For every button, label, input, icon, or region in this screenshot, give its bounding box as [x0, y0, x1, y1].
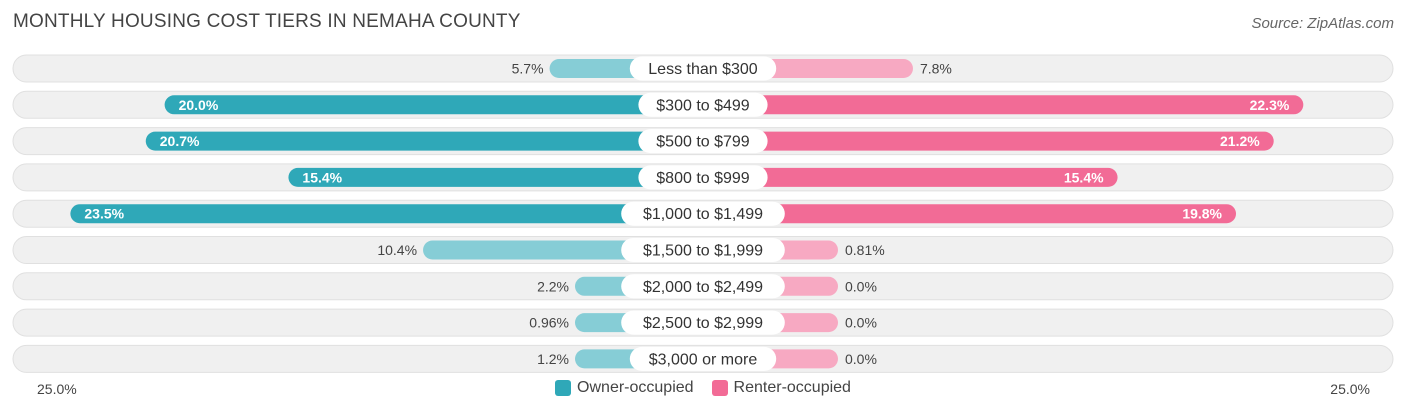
category-pill	[638, 92, 768, 117]
value-label-owner: 0.96%	[529, 315, 569, 331]
axis-label-right: 25.0%	[1330, 381, 1370, 397]
value-label-renter: 7.8%	[920, 61, 952, 77]
value-label-renter: 0.0%	[845, 315, 877, 331]
category-label: $300 to $499	[656, 97, 750, 114]
category-label: $2,000 to $2,499	[643, 279, 763, 296]
category-pill	[621, 201, 785, 226]
value-label-owner: 1.2%	[537, 351, 569, 367]
value-label-renter: 0.0%	[845, 278, 877, 294]
value-label-renter: 22.3%	[1250, 97, 1290, 113]
value-label-owner: 15.4%	[302, 169, 342, 185]
category-label: Less than $300	[648, 61, 758, 78]
category-pill	[621, 310, 785, 335]
category-pill	[638, 165, 768, 190]
category-label: $1,000 to $1,499	[643, 206, 763, 223]
chart-area: Less than $300 5.7% 7.8% $300 to $499 20.0% 2…	[12, 54, 1394, 373]
value-label-renter: 19.8%	[1182, 206, 1222, 222]
chart-title: MONTHLY HOUSING COST TIERS IN NEMAHA COU…	[13, 11, 521, 32]
value-label-renter: 21.2%	[1220, 133, 1260, 149]
bar-owner-occupied	[164, 95, 704, 115]
value-label-owner: 20.7%	[160, 133, 200, 149]
value-label-renter: 0.0%	[845, 351, 877, 367]
bar-owner-occupied	[70, 204, 703, 224]
category-label: $1,500 to $1,999	[643, 243, 763, 260]
category-label: $500 to $799	[656, 134, 750, 151]
legend-swatch-owner	[555, 380, 572, 396]
category-pill	[629, 346, 777, 371]
value-label-renter: 15.4%	[1064, 169, 1104, 185]
bar-renter-occupied	[703, 204, 1237, 224]
value-label-renter: 0.81%	[845, 242, 885, 258]
source-label: Source: ZipAtlas.com	[1251, 15, 1394, 32]
legend: Owner-occupied Renter-occupied	[0, 379, 1406, 397]
category-pill	[621, 274, 785, 299]
legend-item-renter: Renter-occupied	[711, 379, 851, 397]
value-label-owner: 20.0%	[179, 97, 219, 113]
bar-renter-occupied	[703, 131, 1274, 151]
category-pill	[638, 129, 768, 154]
legend-label-renter: Renter-occupied	[733, 379, 851, 396]
bar-renter-occupied	[703, 167, 1118, 187]
value-label-owner: 5.7%	[512, 61, 544, 77]
category-label: $3,000 or more	[649, 351, 758, 368]
legend-item-owner: Owner-occupied	[555, 379, 694, 397]
legend-label-owner: Owner-occupied	[577, 379, 694, 396]
value-label-owner: 23.5%	[84, 206, 124, 222]
category-pill	[621, 238, 785, 262]
bar-renter-occupied	[703, 95, 1304, 115]
category-pill	[629, 56, 777, 81]
bar-owner-occupied	[145, 131, 704, 151]
category-label: $2,500 to $2,999	[643, 315, 763, 332]
value-label-owner: 2.2%	[537, 278, 569, 294]
legend-swatch-renter	[711, 380, 728, 396]
category-label: $800 to $999	[656, 170, 750, 187]
axis-label-left: 25.0%	[37, 381, 77, 397]
value-label-owner: 10.4%	[377, 242, 417, 258]
bar-owner-occupied	[288, 167, 703, 187]
